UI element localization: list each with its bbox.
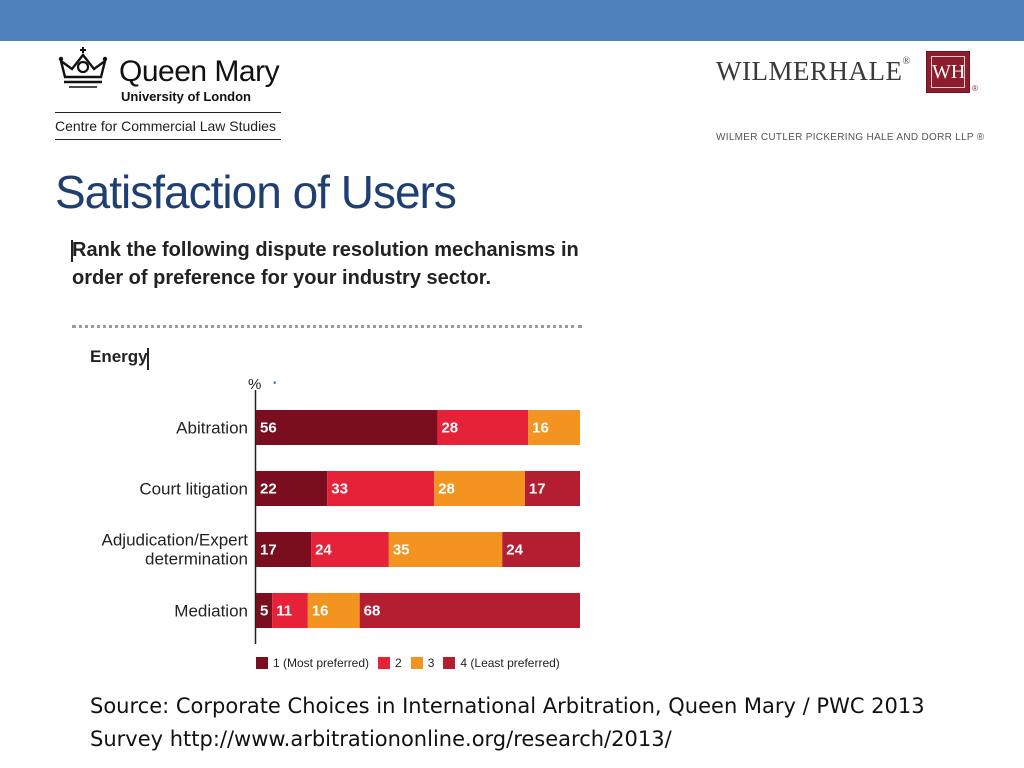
category-label: Mediation: [174, 602, 248, 621]
centre-name: Centre for Commercial Law Studies: [55, 118, 276, 134]
logo-divider: [55, 112, 281, 113]
bar-segment: [502, 532, 580, 567]
bar-segment: [307, 593, 360, 628]
category-label: Adjudication/Expert determination: [102, 531, 249, 569]
text-cursor: [71, 240, 73, 262]
marker-dot: •: [273, 378, 277, 389]
wilmerhale-subtitle: WILMER CUTLER PICKERING HALE AND DORR LL…: [716, 132, 985, 143]
bar-segment: [388, 532, 503, 567]
data-label: 17: [260, 542, 277, 559]
bar-segment: [528, 410, 580, 445]
legend-swatch: [443, 657, 456, 669]
data-label: 24: [315, 542, 332, 559]
data-label: 16: [312, 603, 329, 620]
legend-label: 4 (Least preferred): [460, 656, 560, 670]
slide-title: Satisfaction of Users: [55, 166, 457, 218]
bar-segment: [437, 410, 529, 445]
data-label: 22: [260, 481, 277, 498]
bar-segment: [434, 471, 525, 506]
legend-swatch: [410, 657, 423, 669]
unit-label: %: [248, 376, 262, 393]
queen-mary-name: Queen Mary: [119, 55, 280, 88]
data-label: 56: [260, 420, 277, 437]
bar-segment: [256, 593, 273, 628]
bar-segment: [327, 471, 435, 506]
bar-segment: [256, 471, 328, 506]
university-name: University of London: [121, 89, 251, 104]
wilmerhale-monogram-registered: ®: [972, 84, 978, 93]
chart-legend: 1 (Most preferred) 2 3 4 (Least preferred): [256, 656, 569, 670]
legend-item: 2: [378, 656, 402, 670]
dotted-divider: [72, 325, 582, 328]
stacked-bar-chart: Abitration 56 28 16 Court litigation 22 33 28 17…: [102, 390, 580, 644]
legend-label: 1 (Most preferred): [273, 656, 370, 670]
wilmerhale-wordmark-text: WILMERHALE: [716, 56, 903, 86]
bar-segment: [524, 471, 580, 506]
top-accent-bar: [0, 0, 1024, 41]
data-label: 24: [506, 542, 523, 559]
text-cursor: [147, 348, 149, 370]
chart-subtitle: Energy: [90, 347, 148, 366]
legend-label: 2: [395, 656, 402, 670]
bar-segment: [359, 593, 580, 628]
legend-swatch: [256, 657, 268, 669]
data-label: 16: [532, 420, 549, 437]
chart-title: Rank the following dispute resolution me…: [72, 239, 579, 289]
data-label: 17: [529, 481, 546, 498]
legend-item: 3: [410, 656, 435, 670]
category-label: Abitration: [176, 419, 248, 438]
crown-icon: [58, 47, 108, 88]
wilmerhale-registered-mark: ®: [902, 56, 911, 67]
logo-divider: [55, 139, 281, 140]
legend-item: 1 (Most preferred): [256, 656, 369, 670]
data-label: 28: [441, 420, 458, 437]
category-label: Court litigation: [139, 480, 248, 499]
legend-label: 3: [427, 656, 435, 670]
bar-segment: [256, 410, 438, 445]
source-citation: Source: Corporate Choices in Internation…: [90, 694, 925, 751]
wilmerhale-monogram-text: WH: [931, 56, 965, 88]
queen-mary-logo: Queen Mary University of London Centre f…: [55, 45, 283, 145]
data-label: 28: [438, 481, 455, 498]
data-label: 33: [331, 481, 348, 498]
legend-item: 4 (Least preferred): [443, 656, 560, 670]
data-label: 35: [393, 542, 410, 559]
data-label: 5: [260, 603, 268, 620]
legend-swatch: [378, 657, 391, 669]
data-label: 11: [276, 603, 292, 620]
bar-segment: [256, 532, 312, 567]
data-label: 68: [364, 603, 381, 620]
wilmerhale-wordmark: WILMERHALE®: [716, 56, 911, 87]
wilmerhale-monogram: WH: [926, 51, 970, 93]
bar-segment: [311, 532, 389, 567]
bar-segment: [272, 593, 308, 628]
